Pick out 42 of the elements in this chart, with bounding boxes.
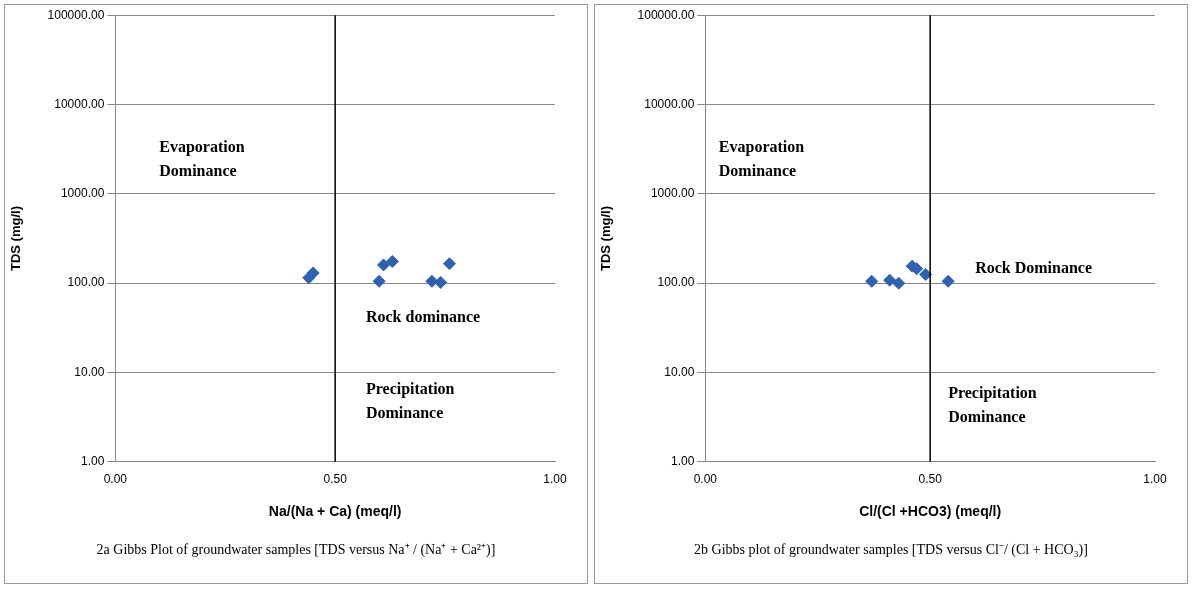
y-axis-title: TDS (mg/l) <box>598 206 614 271</box>
y-tick-label: 10000.00 <box>54 96 105 111</box>
text: 2b Gibbs plot of groundwater samples [TDS versus Cl⁻/ (Cl + HCO₃)] <box>693 541 1089 558</box>
point <box>385 254 399 268</box>
annotation: Rock Dominance <box>975 258 1093 276</box>
point <box>883 273 897 287</box>
point <box>941 274 955 288</box>
point <box>442 257 456 271</box>
point <box>425 274 439 288</box>
x-tick-label: 0.00 <box>693 472 718 487</box>
annotation: Precipitation Dominance <box>948 384 1037 426</box>
text: 2a Gibbs Plot of groundwater samples [TDS versus Na⁺ / (Na⁺ + Ca²⁺)] <box>95 541 497 558</box>
y-tick-label: 100.00 <box>67 275 105 290</box>
annotation: Precipitation Dominance <box>365 379 455 421</box>
y-axis-title: TDS (mg/l) <box>8 206 24 271</box>
y-tick-label: 1000.00 <box>650 186 695 201</box>
annotation: Evaporation Dominance <box>159 138 245 180</box>
x-tick-label: 1.00 <box>1143 472 1167 487</box>
point <box>865 274 879 288</box>
point <box>434 275 448 289</box>
x-tick-label: 0.50 <box>918 472 943 487</box>
x-axis-title: Cl/(Cl +HCO3) (meq/l) <box>859 503 1002 520</box>
y-tick-label: 1000.00 <box>60 186 105 201</box>
y-tick-label: 1.00 <box>80 454 105 469</box>
point <box>919 268 933 281</box>
x-tick-label: 1.00 <box>543 472 567 487</box>
annotation: Evaporation Dominance <box>718 138 805 180</box>
y-tick-label: 100000.00 <box>637 7 695 22</box>
point <box>892 276 906 290</box>
point <box>306 266 320 280</box>
y-tick-label: 1.00 <box>670 454 695 469</box>
x-tick-label: 0.00 <box>103 472 128 487</box>
y-tick-label: 10.00 <box>664 364 695 379</box>
x-tick-label: 0.50 <box>323 472 348 487</box>
y-tick-label: 100.00 <box>657 275 695 290</box>
y-tick-label: 10000.00 <box>644 96 695 111</box>
point <box>377 258 391 272</box>
y-tick-label: 10.00 <box>74 364 105 379</box>
x-axis-title: Na/(Na + Ca) (meq/l) <box>268 503 402 520</box>
point <box>372 274 386 288</box>
annotation: Rock dominance <box>365 308 481 326</box>
y-tick-label: 100000.00 <box>47 7 105 22</box>
